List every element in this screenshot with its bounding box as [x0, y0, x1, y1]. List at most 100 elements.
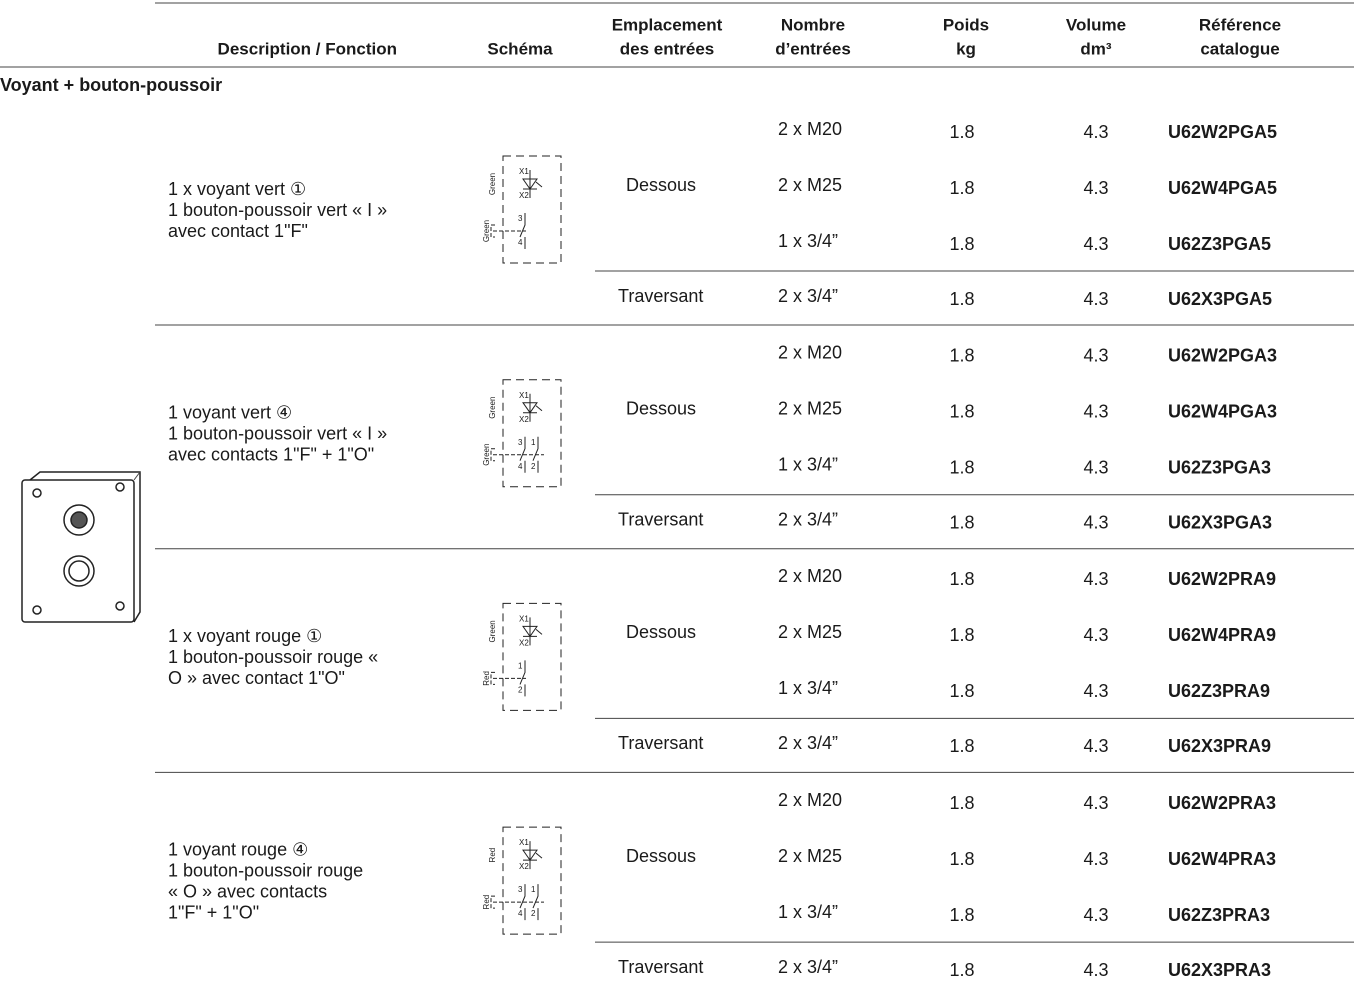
- lamp-symbol: [522, 841, 543, 870]
- location: Dessous: [626, 398, 696, 418]
- lamp-color: Red: [488, 848, 497, 863]
- schema-frame: [502, 155, 562, 264]
- contact-label: 3: [518, 438, 523, 447]
- entries: 2 x M25: [778, 622, 842, 642]
- weight: 1.8: [949, 905, 974, 925]
- location: Traversant: [618, 286, 703, 306]
- volume: 4.3: [1083, 905, 1108, 925]
- product-image: [21, 471, 141, 623]
- contact-label: 1: [531, 438, 536, 447]
- weight: 1.8: [949, 736, 974, 756]
- lamp-color: Green: [488, 173, 497, 195]
- description-line: avec contact 1"F": [168, 221, 308, 241]
- contact-label: 4: [518, 238, 523, 247]
- description-line: 1 bouton-poussoir rouge «: [168, 647, 378, 667]
- contact-symbol: [519, 436, 526, 473]
- description-line: 1 x voyant rouge ①: [168, 626, 322, 646]
- column-header: Poids: [943, 15, 989, 34]
- description-line: 1 voyant vert ④: [168, 402, 292, 422]
- contact-label: 3: [518, 885, 523, 894]
- button-color: Red: [482, 895, 491, 910]
- button-color: Green: [482, 220, 491, 242]
- location: Dessous: [626, 175, 696, 195]
- lamp-terminal: X1: [519, 391, 529, 400]
- schema: Green X1 X2 Red 1 2: [482, 602, 562, 711]
- column-header: catalogue: [1200, 39, 1279, 58]
- column-header: dm³: [1080, 39, 1112, 58]
- lamp-terminal: X2: [519, 862, 529, 871]
- volume: 4.3: [1083, 681, 1108, 701]
- description-line: 1 bouton-poussoir vert « I »: [168, 423, 387, 443]
- volume: 4.3: [1083, 401, 1108, 421]
- weight: 1.8: [949, 793, 974, 813]
- column-header: Référence: [1199, 15, 1281, 34]
- volume: 4.3: [1083, 178, 1108, 198]
- contact-label: 4: [518, 462, 523, 471]
- entries: 2 x M20: [778, 566, 842, 586]
- volume: 4.3: [1083, 736, 1108, 756]
- reference: U62W2PGA3: [1168, 345, 1277, 365]
- lamp-terminal: X2: [519, 191, 529, 200]
- section-title: Voyant + bouton-poussoir: [0, 75, 222, 95]
- weight: 1.8: [949, 122, 974, 142]
- description-line: 1 bouton-poussoir rouge: [168, 860, 363, 880]
- description-line: avec contacts 1"F" + 1"O": [168, 444, 374, 464]
- lamp-symbol: [522, 170, 543, 198]
- contact-label: 1: [518, 662, 523, 671]
- entries: 2 x M20: [778, 790, 842, 810]
- volume: 4.3: [1083, 625, 1108, 645]
- weight: 1.8: [949, 234, 974, 254]
- location: Traversant: [618, 509, 703, 529]
- entries: 2 x 3/4”: [778, 733, 838, 753]
- column-header: Nombre: [781, 15, 845, 34]
- lamp-color: Green: [488, 620, 497, 642]
- reference: U62X3PRA3: [1168, 960, 1271, 980]
- schema: Green X1 X2 Green 3 4 1 2: [482, 379, 562, 488]
- entries: 1 x 3/4”: [778, 454, 838, 474]
- volume: 4.3: [1083, 289, 1108, 309]
- entries: 1 x 3/4”: [778, 678, 838, 698]
- volume: 4.3: [1083, 793, 1108, 813]
- location: Traversant: [618, 957, 703, 977]
- reference: U62W2PRA9: [1168, 569, 1276, 589]
- weight: 1.8: [949, 512, 974, 532]
- entries: 2 x M25: [778, 398, 842, 418]
- weight: 1.8: [949, 457, 974, 477]
- description-line: 1 x voyant vert ①: [168, 179, 306, 199]
- entries: 1 x 3/4”: [778, 902, 838, 922]
- contact-label: 3: [518, 214, 523, 223]
- entries: 1 x 3/4”: [778, 231, 838, 251]
- schema-frame: [502, 602, 562, 711]
- lamp-terminal: X2: [519, 415, 529, 424]
- entries: 2 x 3/4”: [778, 509, 838, 529]
- reference: U62Z3PGA5: [1168, 234, 1271, 254]
- reference: U62Z3PRA9: [1168, 681, 1270, 701]
- lamp-terminal: X2: [519, 639, 529, 648]
- column-header: kg: [956, 39, 976, 58]
- reference: U62W4PGA5: [1168, 178, 1277, 198]
- location: Dessous: [626, 622, 696, 642]
- lamp-terminal: X1: [519, 615, 529, 624]
- reference: U62W2PGA5: [1168, 122, 1277, 142]
- contact-symbol: [519, 884, 526, 921]
- weight: 1.8: [949, 625, 974, 645]
- reference: U62Z3PRA3: [1168, 905, 1270, 925]
- column-header: Emplacement: [612, 15, 723, 34]
- reference: U62W4PRA3: [1168, 849, 1276, 869]
- contact-symbol: [519, 213, 526, 249]
- volume: 4.3: [1083, 569, 1108, 589]
- volume: 4.3: [1083, 345, 1108, 365]
- button-color: Red: [482, 671, 491, 686]
- volume: 4.3: [1083, 512, 1108, 532]
- contact-label: 2: [531, 909, 536, 918]
- column-header: Volume: [1066, 15, 1126, 34]
- entries: 2 x M25: [778, 175, 842, 195]
- column-header: Description / Fonction: [218, 39, 397, 58]
- weight: 1.8: [949, 960, 974, 980]
- lamp-symbol: [522, 393, 543, 422]
- weight: 1.8: [949, 849, 974, 869]
- weight: 1.8: [949, 569, 974, 589]
- reference: U62W4PGA3: [1168, 401, 1277, 421]
- volume: 4.3: [1083, 960, 1108, 980]
